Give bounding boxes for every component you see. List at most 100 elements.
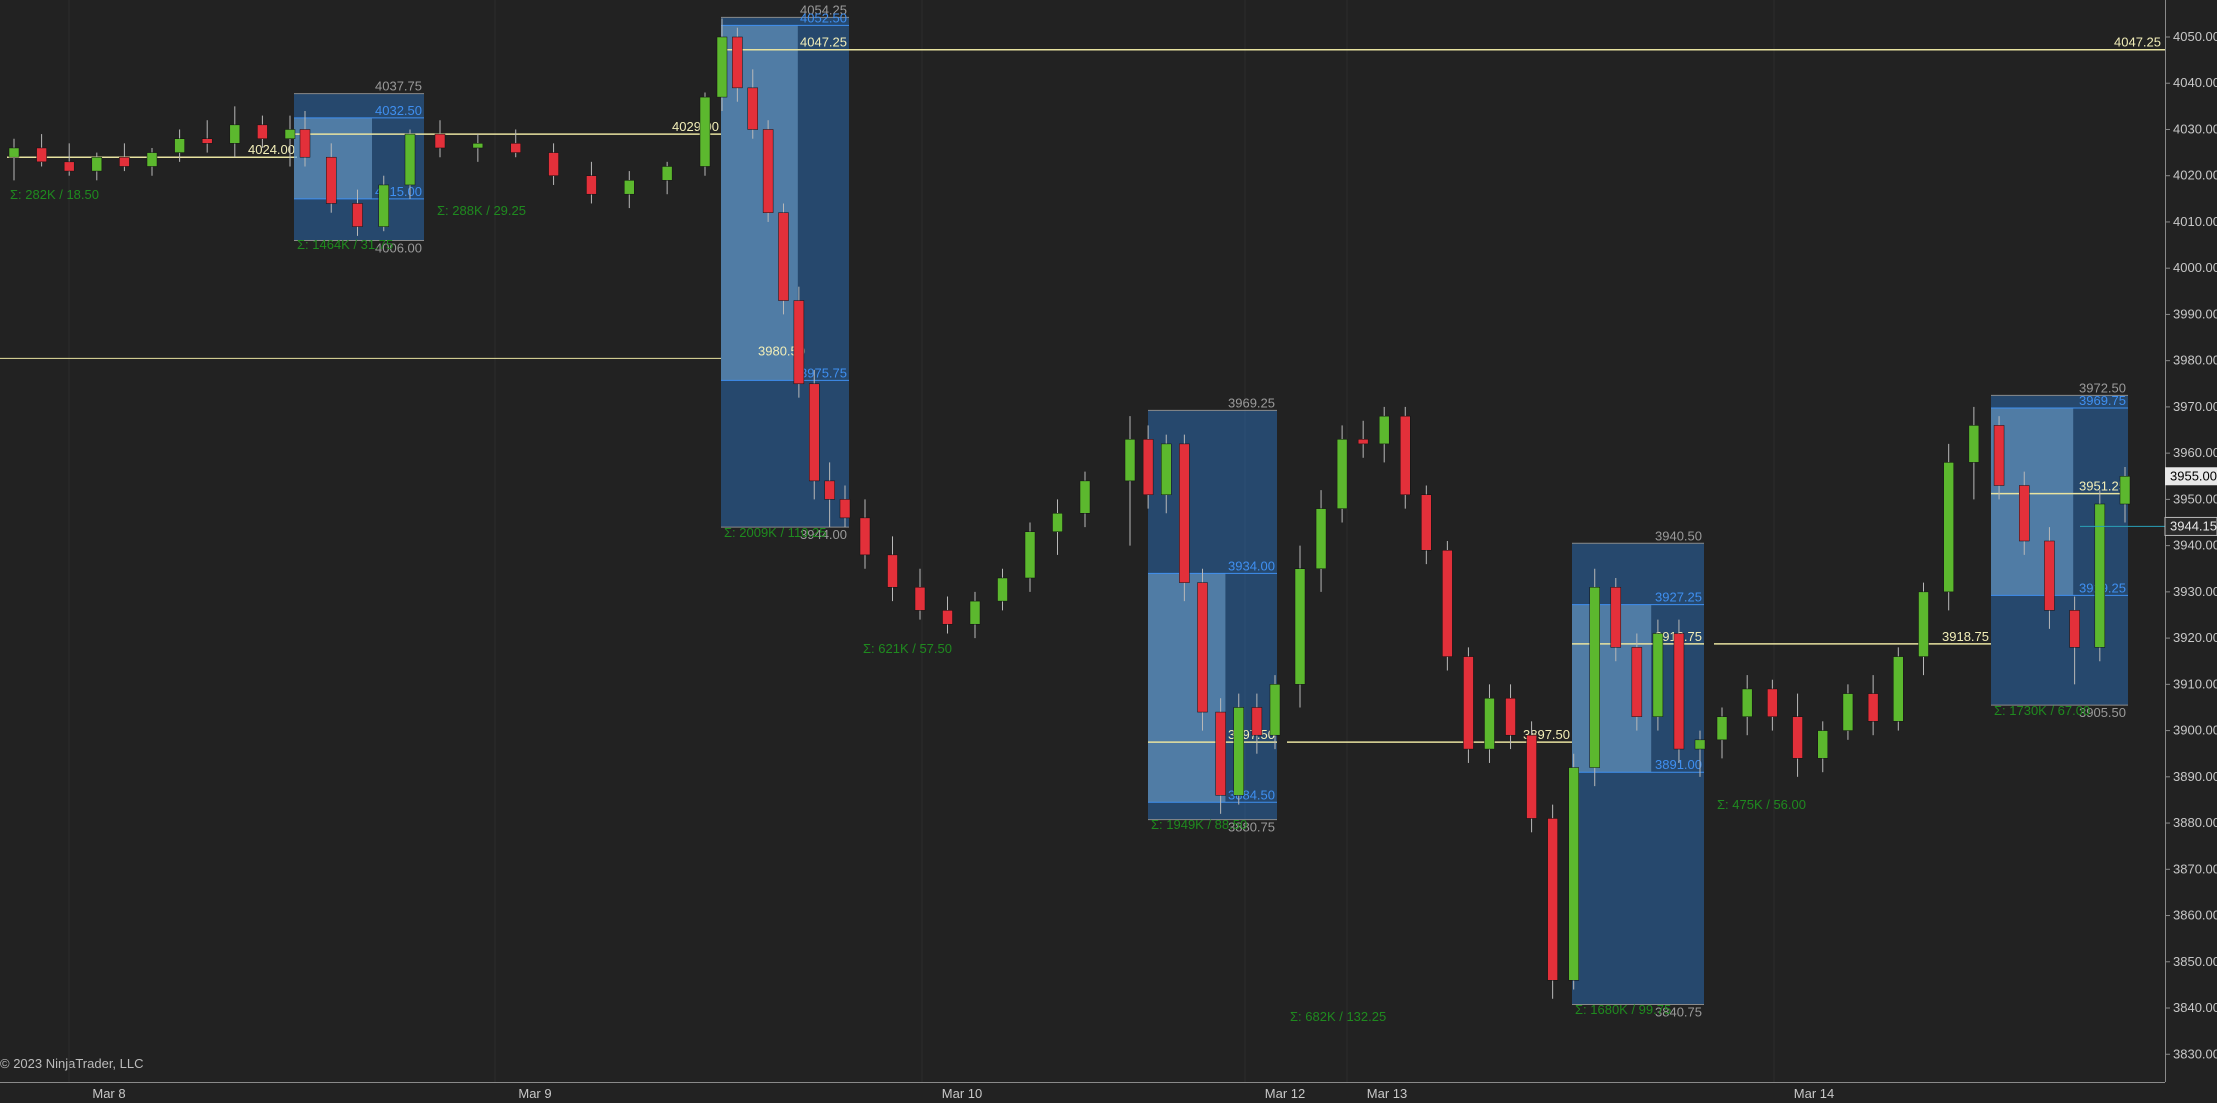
candle-body	[2119, 476, 2131, 505]
vwap-label: 3944.15	[2170, 518, 2217, 533]
candle-body	[699, 96, 711, 167]
candle-body	[510, 143, 521, 153]
candle-body	[352, 203, 363, 227]
y-tick-label: 3890.00	[2173, 769, 2217, 784]
candle-body	[119, 156, 130, 167]
level-label: 3980.50	[758, 343, 805, 358]
val-label: 3975.75	[800, 365, 847, 380]
candle-body	[434, 133, 446, 149]
y-tick-label: 3950.00	[2173, 491, 2217, 506]
x-tick-label: Mar 9	[518, 1086, 551, 1101]
candle-body	[1842, 693, 1854, 731]
candle-body	[1526, 734, 1537, 819]
profile-low-label: 3944.00	[800, 527, 847, 542]
profile-summary: Σ: 2009K / 110.25	[724, 525, 826, 540]
candle-body	[778, 212, 789, 301]
value-area	[1148, 573, 1226, 803]
profile-summary: Σ: 1464K / 31.75	[297, 237, 393, 252]
profile-range	[1991, 395, 2128, 706]
candle-body	[1694, 739, 1706, 750]
candle-body	[942, 610, 953, 625]
candle-body	[1631, 647, 1643, 717]
copyright: © 2023 NinjaTrader, LLC	[0, 1056, 144, 1071]
candle-body	[762, 129, 774, 213]
poc-label: 4047.25	[800, 35, 847, 50]
candle-body	[1547, 818, 1558, 981]
candle-body	[1767, 688, 1778, 717]
candle-body	[1568, 767, 1579, 981]
profile-summary: Σ: 1730K / 67.00	[1994, 703, 2090, 718]
candle-body	[1968, 425, 1980, 463]
y-tick-label: 4030.00	[2173, 121, 2217, 136]
profile-low-label: 3880.75	[1228, 820, 1275, 835]
candle-body	[1315, 508, 1327, 569]
profile-high-label: 3940.50	[1655, 528, 1702, 543]
candle-body	[63, 161, 75, 172]
y-tick-label: 3860.00	[2173, 908, 2217, 923]
candle-body	[1792, 716, 1803, 759]
candle-body	[1484, 697, 1495, 750]
candle-body	[1233, 707, 1244, 796]
candle-body	[1463, 656, 1474, 750]
y-tick-label: 3830.00	[2173, 1046, 2217, 1061]
candle-body	[586, 175, 597, 195]
candle-body	[1652, 633, 1664, 717]
candle-body	[257, 124, 268, 139]
profile-high-label: 3972.50	[2079, 380, 2126, 395]
y-tick-label: 4050.00	[2173, 29, 2217, 44]
candle-body	[1741, 688, 1753, 717]
candle-body	[146, 152, 158, 167]
candle-body	[747, 87, 758, 130]
candle-body	[793, 300, 805, 385]
profile-summary: Σ: 475K / 56.00	[1717, 797, 1806, 812]
candle-body	[1052, 513, 1063, 533]
candle-body	[36, 147, 47, 163]
candle-body	[174, 138, 185, 153]
y-tick-label: 3880.00	[2173, 815, 2217, 830]
candle-body	[1589, 586, 1600, 768]
y-tick-label: 3850.00	[2173, 954, 2217, 969]
candle-body	[1400, 415, 1411, 496]
y-tick-label: 4040.00	[2173, 75, 2217, 90]
x-tick-label: Mar 12	[1265, 1086, 1305, 1101]
y-tick-label: 3870.00	[2173, 861, 2217, 876]
profile-low-label: 4006.00	[375, 240, 422, 255]
profile-summary: Σ: 282K / 18.50	[10, 187, 99, 202]
profile-high-label: 3969.25	[1228, 395, 1275, 410]
profile-summary: Σ: 621K / 57.50	[863, 641, 952, 656]
y-tick-label: 3980.00	[2173, 353, 2217, 368]
poc-label: 3918.75	[1942, 629, 1989, 644]
candle-body	[326, 156, 337, 204]
vah-label: 3934.00	[1228, 558, 1275, 573]
candle-body	[1673, 633, 1685, 750]
y-tick-label: 3910.00	[2173, 676, 2217, 691]
y-tick-label: 3990.00	[2173, 306, 2217, 321]
candle-body	[859, 517, 871, 556]
candle-body	[2019, 485, 2030, 542]
y-tick-label: 3900.00	[2173, 723, 2217, 738]
candle-body	[1251, 707, 1263, 736]
x-tick-label: Mar 13	[1367, 1086, 1407, 1101]
y-tick-label: 3840.00	[2173, 1000, 2217, 1015]
candle-body	[887, 554, 898, 588]
candle-body	[378, 184, 389, 227]
candle-body	[1197, 582, 1208, 713]
candle-body	[1867, 693, 1879, 722]
candle-body	[1124, 439, 1136, 482]
profile-summary: Σ: 682K / 132.25	[1290, 1009, 1386, 1024]
candle-body	[1161, 443, 1172, 496]
candle-body	[839, 499, 851, 519]
candle-body	[624, 180, 635, 195]
y-tick-label: 3930.00	[2173, 584, 2217, 599]
profile-summary: Σ: 1680K / 99.75	[1575, 1002, 1671, 1017]
candle-body	[732, 36, 743, 89]
profile-low-label: 3840.75	[1655, 1005, 1702, 1020]
y-tick-label: 3940.00	[2173, 538, 2217, 553]
candle-body	[1610, 586, 1622, 648]
candle-body	[1024, 531, 1036, 579]
candle-body	[1918, 591, 1929, 657]
candle-body	[716, 36, 728, 98]
candle-body	[1421, 494, 1432, 551]
poc-label-right: 4047.25	[2114, 35, 2161, 50]
